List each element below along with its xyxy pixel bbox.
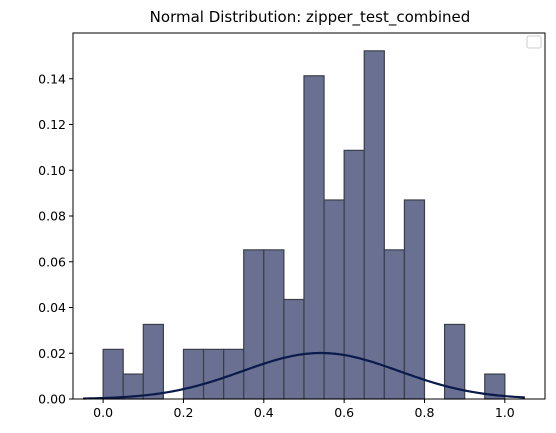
x-tick-label: 1.0	[495, 405, 515, 420]
y-tick-label: 0.14	[38, 71, 66, 86]
histogram-bar	[343, 149, 365, 400]
y-tick-label: 0.00	[38, 392, 66, 407]
histogram-bar	[363, 50, 385, 400]
histogram-bar	[243, 249, 265, 400]
x-tick-label: 0.2	[174, 405, 194, 420]
y-tick-label: 0.06	[38, 254, 66, 269]
y-tick-label: 0.08	[38, 209, 66, 224]
histogram-bar	[383, 249, 406, 400]
plot-area: 0.0 0.2 0.4 0.6 0.8 1.0 0.00 0.02 0.04 0.06 0.08 0.…	[38, 32, 546, 420]
x-tick-label: 0.8	[415, 405, 435, 420]
y-tick-label: 0.12	[38, 117, 66, 132]
histogram-bar	[323, 199, 345, 400]
y-tick-label: 0.04	[38, 300, 66, 315]
chart-title: Normal Distribution: zipper_test_combine…	[150, 8, 471, 27]
normal-curve-line	[83, 351, 525, 400]
histogram-bar	[102, 348, 124, 400]
histogram-bar	[303, 75, 325, 400]
y-tick-label: 0.02	[38, 346, 66, 361]
histogram-bar	[403, 199, 426, 400]
histogram-bar	[182, 348, 205, 400]
histogram-bar	[283, 298, 305, 400]
x-tick-label: 0.4	[254, 405, 274, 420]
legend-box	[526, 35, 542, 49]
histogram-bar	[263, 249, 285, 400]
histogram-bars	[102, 50, 506, 400]
x-tick-label: 0.0	[93, 405, 113, 420]
histogram-bar	[202, 348, 225, 400]
histogram-bar	[142, 323, 164, 400]
y-tick-label: 0.10	[38, 163, 66, 178]
x-tick-label: 0.6	[334, 405, 354, 420]
